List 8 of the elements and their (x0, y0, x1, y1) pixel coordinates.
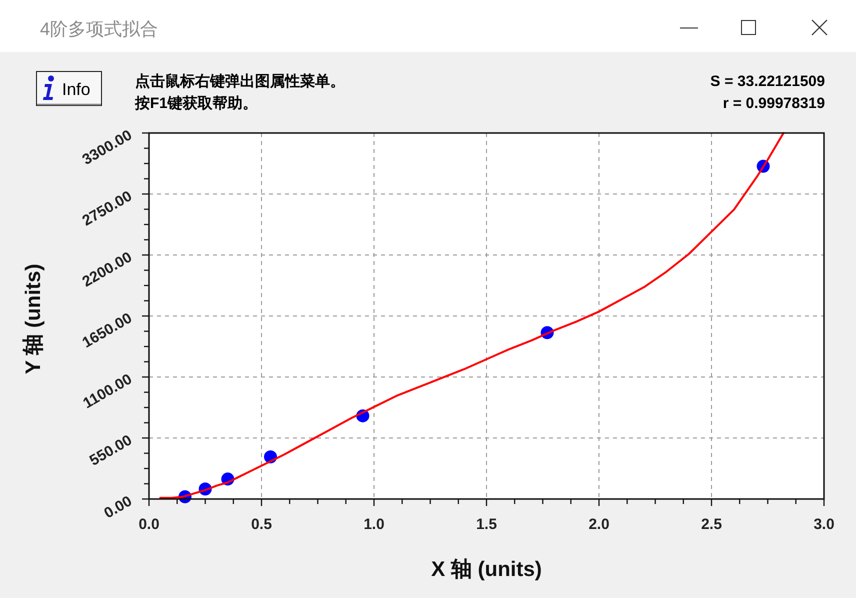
annotation: 点击鼠标右键弹出图属性菜单。 (135, 73, 345, 90)
annotation: Info (62, 80, 90, 99)
annotation: S = 33.22121509 (710, 73, 825, 90)
annotation: r = 0.99978319 (722, 95, 825, 112)
ylabel: Y 轴 (units) (22, 264, 45, 374)
xlabel: X 轴 (units) (431, 558, 542, 581)
annotation: 按F1键获取帮助。 (135, 95, 258, 112)
title: 4阶多项式拟合 (40, 19, 158, 39)
